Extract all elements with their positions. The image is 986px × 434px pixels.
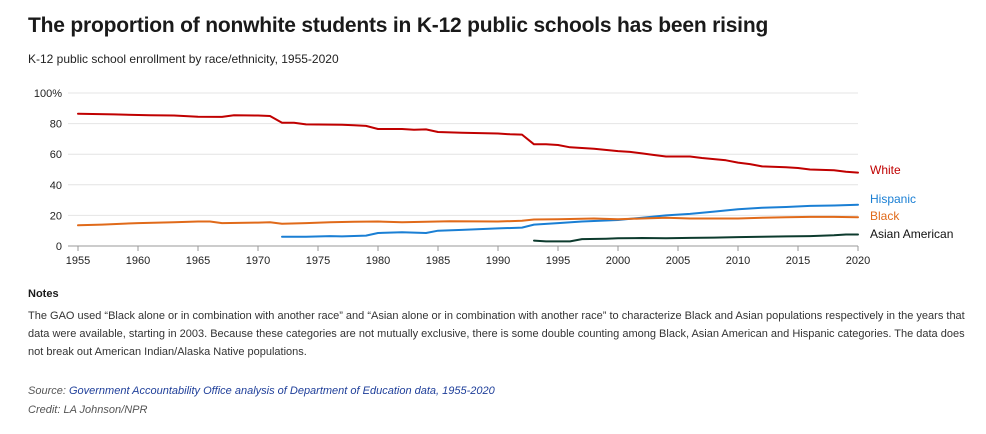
x-tick-label: 1980 [366,255,390,267]
y-tick-label: 20 [50,210,62,222]
x-tick-label: 1975 [306,255,330,267]
series-line-asian-american [533,233,859,243]
y-tick-label: 40 [50,180,62,192]
series-line-hispanic [281,203,859,238]
chart-title: The proportion of nonwhite students in K… [28,14,769,37]
x-axis-tick-labels: 1955 1960 1965 1970 1975 1980 1985 1990 1995 2000… [66,246,870,267]
chart-subtitle: K-12 public school enrollment by race/et… [28,52,339,66]
y-tick-label: 100% [34,88,62,100]
series-label-asian-american: Asian American [870,227,953,241]
credit-line: Credit: LA Johnson/NPR [28,404,148,416]
x-tick-label: 2000 [606,255,630,267]
y-tick-label: 80 [50,119,62,131]
notes-text: The GAO used “Black alone or in combinat… [28,310,965,358]
series-label-hispanic: Hispanic [870,192,916,206]
series-label-white: White [870,163,901,177]
x-tick-label: 1990 [486,255,510,267]
x-tick-label: 2005 [666,255,690,267]
x-tick-label: 1995 [546,255,570,267]
x-tick-label: 2010 [726,255,750,267]
x-tick-label: 2020 [846,255,870,267]
y-axis-tick-labels: 0 20 40 60 80 100% [34,88,62,253]
series-line-white [77,112,859,174]
x-tick-label: 1955 [66,255,90,267]
x-tick-label: 1970 [246,255,270,267]
notes-heading: Notes [28,288,59,300]
x-tick-label: 1960 [126,255,150,267]
x-tick-label: 1985 [426,255,450,267]
grid-lines [68,92,858,247]
series-line-black [77,215,859,227]
series-lines [77,112,859,243]
x-tick-label: 2015 [786,255,810,267]
y-tick-label: 0 [56,241,62,253]
series-labels: White Hispanic Black Asian American [870,163,953,241]
source-prefix: Source: [28,385,69,397]
series-label-black: Black [870,209,900,223]
source-link[interactable]: Government Accountability Office analysi… [68,385,495,397]
x-tick-label: 1965 [186,255,210,267]
y-tick-label: 60 [50,149,62,161]
source-line: Source: Government Accountability Office… [28,385,495,397]
